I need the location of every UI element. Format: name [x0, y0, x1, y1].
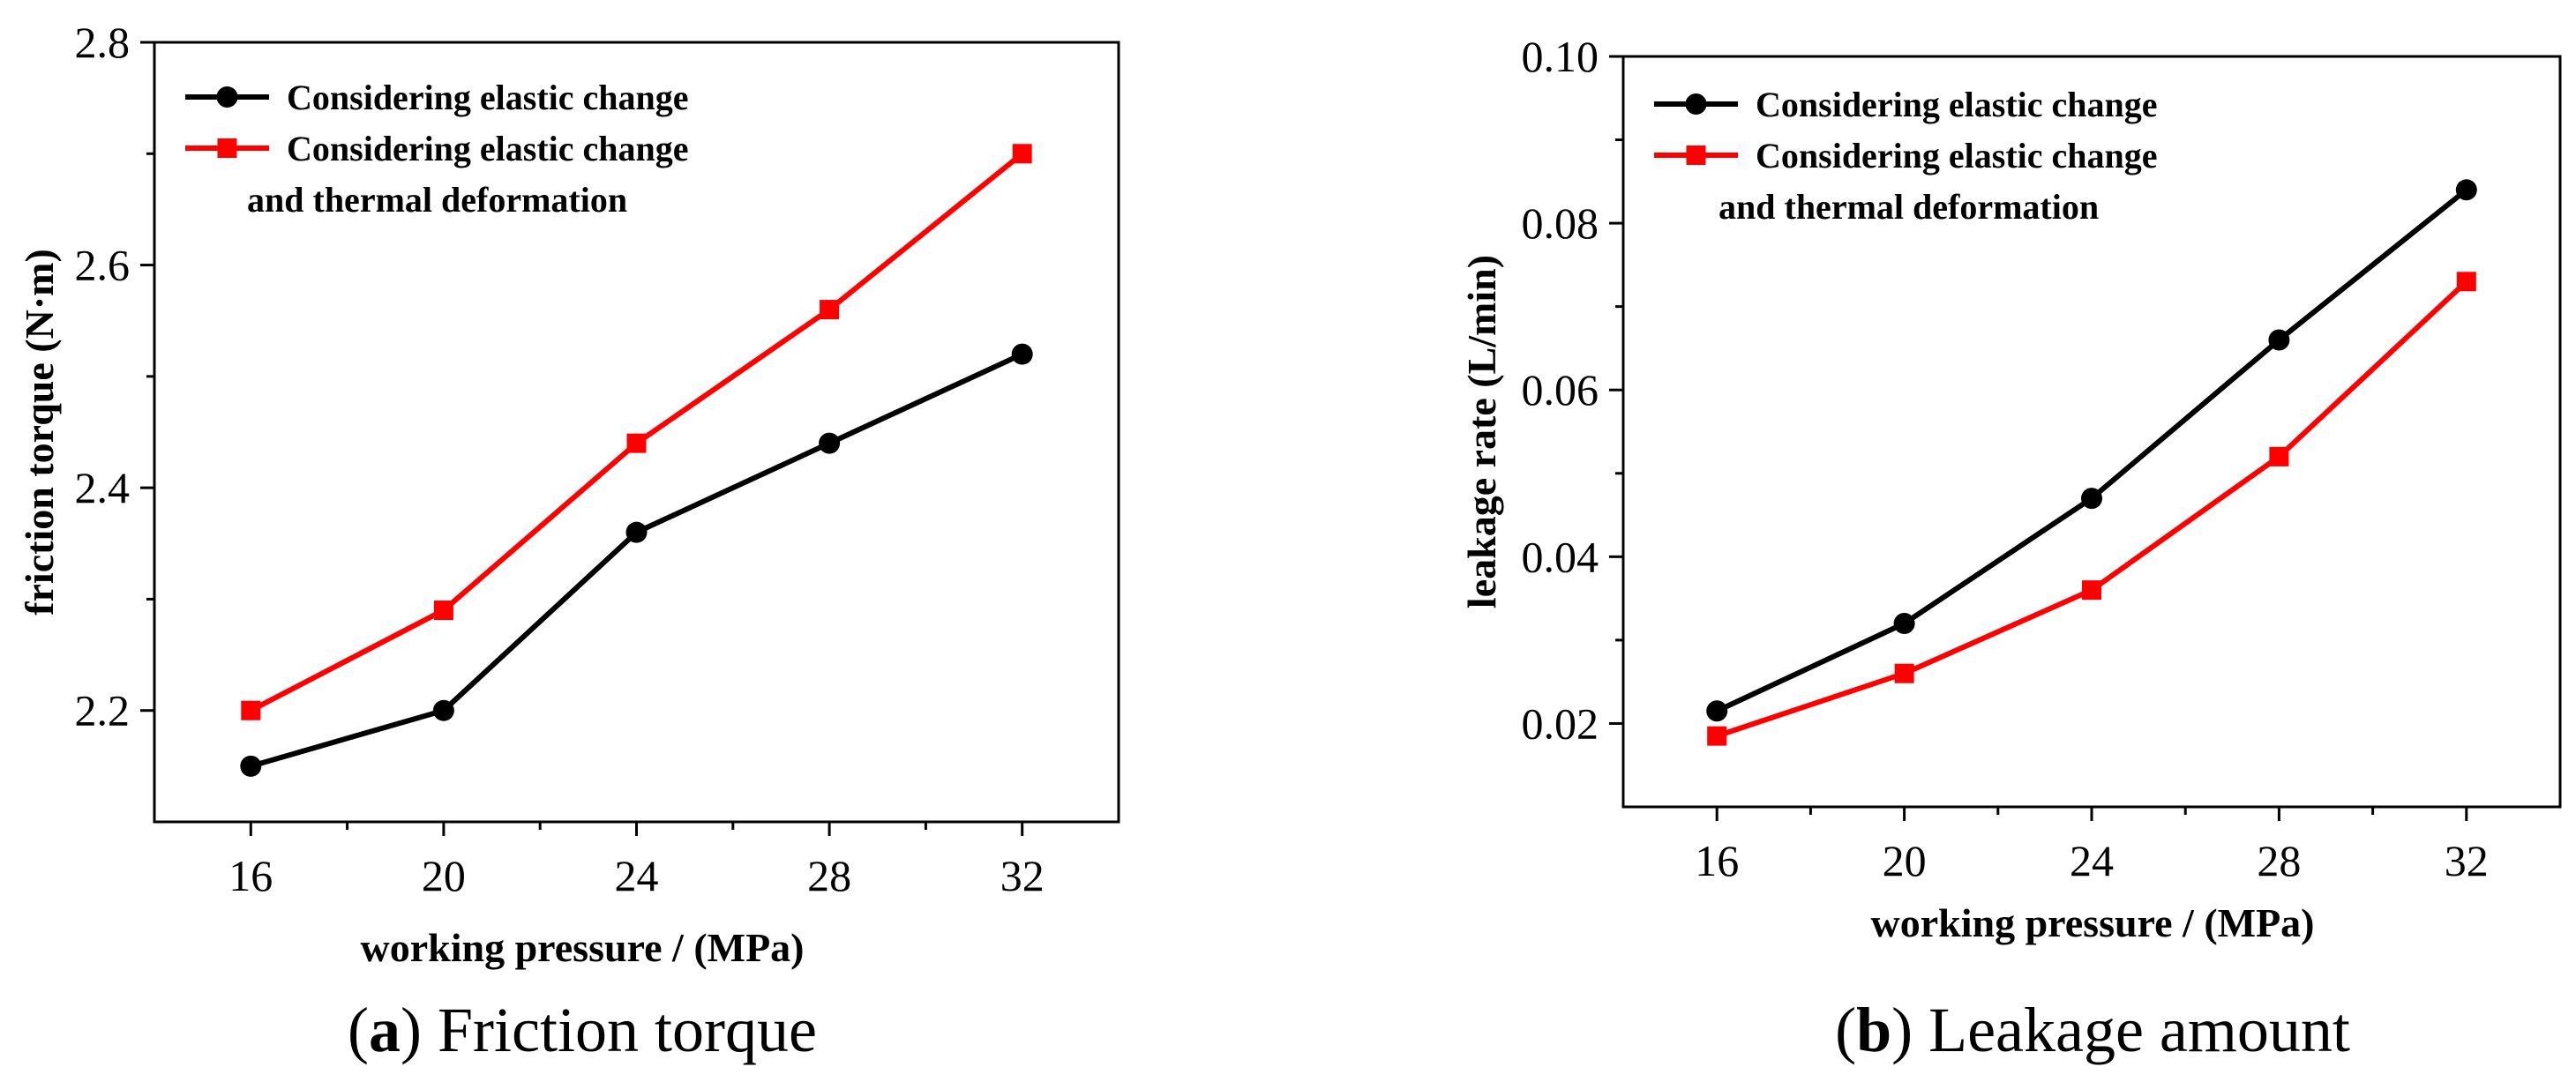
data-point-square	[2456, 272, 2476, 292]
x-tick-label: 28	[2257, 836, 2301, 885]
legend-label: Considering elastic change	[1756, 136, 2158, 175]
caption-letter: b	[1856, 995, 1891, 1065]
data-point-circle	[2455, 179, 2477, 201]
caption-text: Friction torque	[422, 995, 817, 1065]
caption-letter: a	[369, 995, 401, 1065]
data-point-circle	[819, 432, 841, 454]
y-tick-label: 2.8	[75, 18, 131, 67]
data-point-square	[626, 433, 647, 453]
x-tick-label: 16	[1695, 836, 1739, 885]
y-axis-title: friction torque (N·m)	[17, 249, 62, 616]
x-tick-label: 24	[2070, 836, 2114, 885]
data-point-square	[241, 700, 261, 720]
data-point-circle	[1011, 343, 1033, 365]
y-tick-label: 2.2	[75, 686, 131, 735]
legend: Considering elastic change Considering el…	[185, 78, 689, 220]
data-point-square	[1707, 726, 1727, 746]
series-line	[249, 151, 1024, 713]
series-elastic	[240, 343, 1033, 777]
data-point-square	[433, 601, 453, 621]
y-tick-label: 0.04	[1522, 532, 1599, 581]
y-tick-label: 2.4	[75, 463, 131, 512]
panel-caption: (a) Friction torque	[348, 995, 817, 1065]
data-point-circle	[432, 699, 454, 721]
caption-close: )	[401, 995, 422, 1065]
legend-marker-circle	[216, 86, 238, 108]
series-elastic	[1706, 179, 2477, 722]
legend-label: Considering elastic change	[1756, 85, 2158, 124]
legend: Considering elastic change Considering el…	[1654, 85, 2158, 227]
data-point-square	[1894, 663, 1914, 683]
legend-marker-square	[217, 138, 237, 158]
x-tick-label: 24	[615, 851, 659, 900]
x-tick-label: 20	[1883, 836, 1927, 885]
caption-open: (	[348, 995, 369, 1065]
data-point-square	[2082, 580, 2101, 601]
series-line	[1715, 187, 2468, 713]
data-point-square	[820, 300, 840, 320]
data-point-circle	[2081, 488, 2102, 510]
y-tick-label: 2.6	[75, 241, 131, 290]
x-tick-label: 32	[2445, 836, 2489, 885]
y-tick-label: 0.08	[1522, 198, 1599, 248]
data-point-square	[2269, 446, 2289, 466]
legend-label: Considering elastic change	[287, 129, 689, 168]
x-tick-label: 28	[807, 851, 851, 900]
x-tick-label: 32	[1000, 851, 1045, 900]
data-point-circle	[1893, 612, 1915, 634]
y-tick-label: 0.06	[1522, 365, 1599, 414]
data-point-circle	[625, 521, 648, 543]
caption-text: Leakage amount	[1913, 995, 2350, 1065]
data-point-square	[1012, 144, 1032, 164]
legend-label: Considering elastic change	[287, 78, 689, 117]
data-point-circle	[1706, 700, 1728, 722]
legend-label-line2: and thermal deformation	[247, 180, 627, 220]
y-tick-label: 0.10	[1522, 32, 1599, 81]
legend-label-line2: and thermal deformation	[1719, 187, 2099, 227]
series-elastic-thermal	[241, 144, 1032, 720]
y-axis-title: leakage rate (L/min)	[1459, 255, 1504, 608]
panel-caption: (b) Leakage amount	[1835, 995, 2350, 1065]
series-line	[250, 351, 1023, 769]
x-axis-title: working pressure / (MPa)	[1871, 900, 2315, 945]
x-tick-label: 16	[228, 851, 273, 900]
x-tick-label: 20	[422, 851, 466, 900]
caption-open: (	[1835, 995, 1856, 1065]
legend-marker-square	[1686, 146, 1706, 165]
legend-marker-circle	[1685, 93, 1707, 115]
y-tick-label: 0.02	[1522, 698, 1599, 748]
x-axis-title: working pressure / (MPa)	[361, 925, 805, 970]
data-point-circle	[240, 755, 262, 777]
caption-close: )	[1891, 995, 1913, 1065]
chart-a: 16 20 24 28 32 2.2 2.4 2.6 2.8 Considering elasti…	[17, 18, 1120, 1065]
series-elastic-thermal	[1707, 272, 2476, 746]
chart-b: 16 20 24 28 32 0.02 0.04 0.06 0.08 0.10 Considerin…	[1459, 32, 2562, 1065]
data-point-circle	[2268, 329, 2290, 351]
